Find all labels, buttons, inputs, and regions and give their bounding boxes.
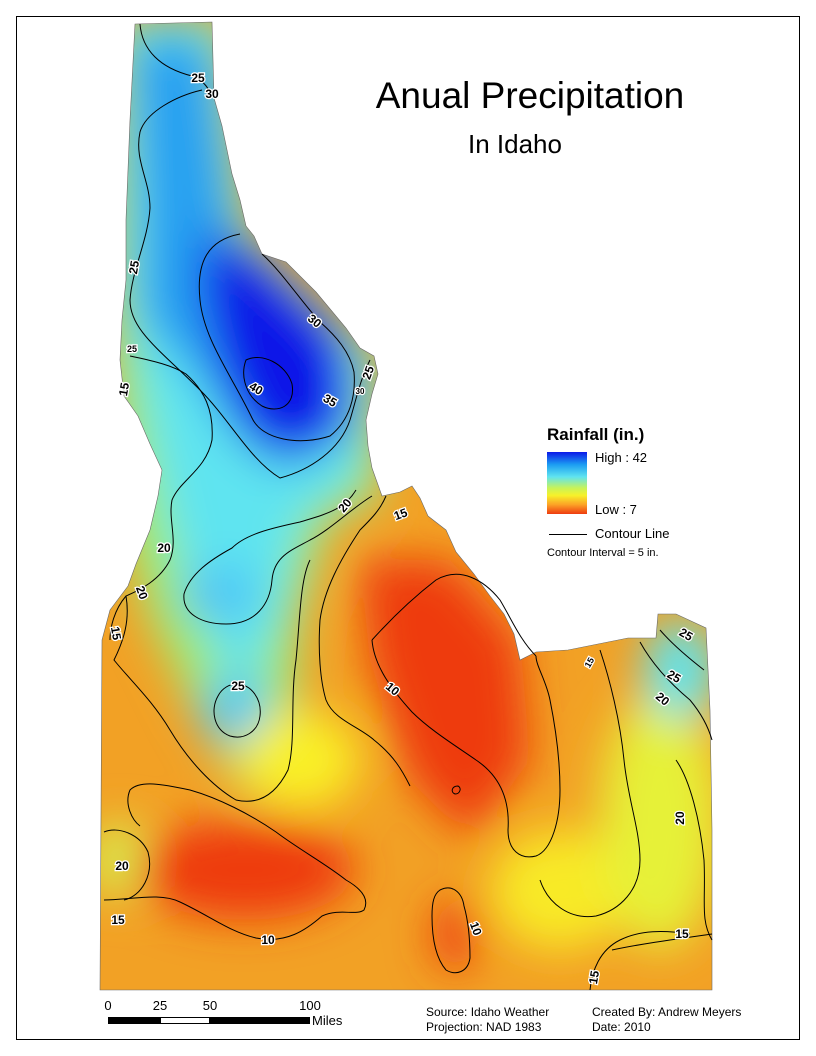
legend-title: Rainfall (in.) — [547, 425, 645, 444]
legend-high-label: High : 42 — [595, 450, 648, 465]
contour-label: 10 — [467, 920, 485, 938]
contour-label: 10 — [261, 933, 275, 947]
scale-tick: 25 — [152, 998, 168, 1013]
legend-body: High : 42 Low : 7 Contour Line — [547, 450, 757, 544]
map-subtitle: In Idaho — [468, 129, 562, 159]
contour-label: 15 — [111, 913, 125, 927]
source-credit: Source: Idaho Weather — [426, 1005, 550, 1019]
author-credit: Created By: Andrew Meyers — [592, 1005, 742, 1019]
scale-tick: 50 — [202, 998, 218, 1013]
scale-segment — [210, 1017, 310, 1024]
contour-label: 15 — [586, 969, 602, 985]
contour-line-swatch — [549, 534, 587, 535]
contour-label: 30 — [356, 387, 365, 396]
scale-tick: 100 — [299, 998, 321, 1013]
contour-label: 15 — [116, 381, 132, 397]
scale-segment — [108, 1017, 160, 1024]
projection-credit: Projection: NAD 1983 — [426, 1020, 542, 1034]
scale-tick: 0 — [104, 998, 112, 1013]
contour-label: 15 — [675, 927, 689, 941]
contour-label: 15 — [392, 505, 410, 523]
contour-label: 20 — [115, 859, 129, 873]
contour-label: 30 — [205, 87, 219, 101]
contour-label: 20 — [133, 584, 151, 602]
contour-lines — [103, 23, 713, 991]
map-title: Anual Precipitation — [375, 75, 685, 116]
contour-label: 25 — [126, 259, 142, 275]
contour-label: 20 — [673, 811, 687, 825]
map-frame — [16, 16, 800, 1040]
state-outline — [99, 21, 713, 991]
scale-bar: 0 25 50 100 Miles — [104, 998, 364, 1032]
legend: Rainfall (in.) High : 42 Low : 7 Contour… — [547, 424, 757, 544]
scale-segment — [160, 1017, 210, 1024]
legend-contour-label: Contour Line — [595, 526, 670, 541]
legend-low-label: Low : 7 — [595, 502, 637, 517]
contour-label: 25 — [191, 71, 205, 85]
contour-label: 20 — [157, 541, 171, 555]
contour-label: 25 — [231, 679, 245, 693]
contour-label: 25 — [359, 364, 377, 382]
contour-interval: Contour Interval = 5 in. — [547, 547, 659, 559]
rainfall-color-ramp — [547, 452, 587, 514]
contour-label: 15 — [108, 626, 124, 642]
date-credit: Date: 2010 — [592, 1020, 651, 1034]
scale-unit: Miles — [312, 1013, 343, 1028]
contour-label: 25 — [127, 344, 137, 354]
